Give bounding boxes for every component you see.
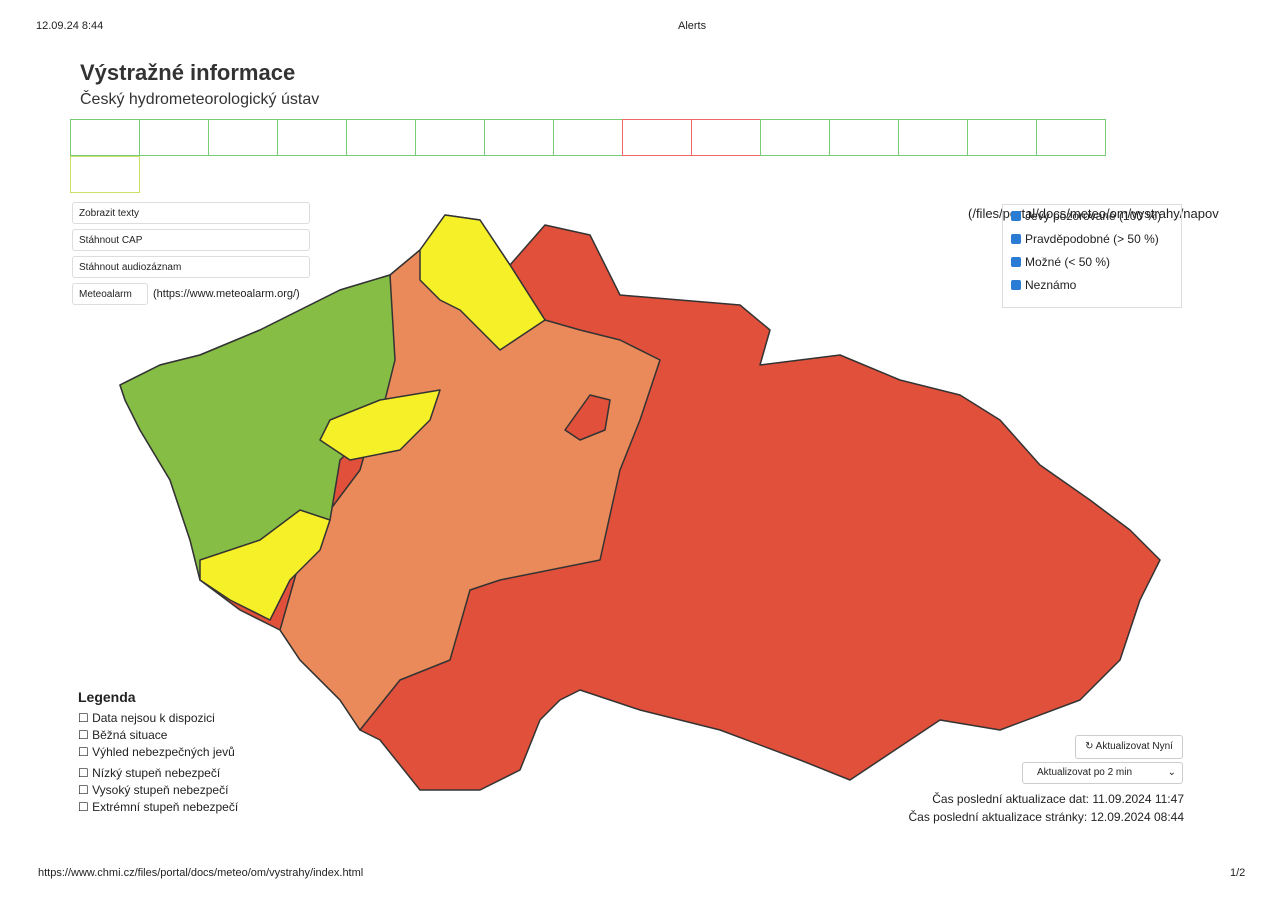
filter-panel: Jevy pozorované (100 %) Pravděpodobné (>… <box>1002 204 1182 308</box>
data-update-time: Čas poslední aktualizace dat: 11.09.2024… <box>932 792 1184 806</box>
region-yellow[interactable] <box>199 509 331 621</box>
filter-label: Jevy pozorované (100 %) <box>1025 209 1162 223</box>
button-label: Aktualizovat Nyní <box>1095 741 1173 752</box>
legend-label: Běžná situace <box>92 728 168 742</box>
print-date: 12.09.24 8:44 <box>36 20 104 32</box>
help-link[interactable]: (/files/portal/docs/meteo/om/vystrahy/na… <box>968 206 1219 221</box>
footer-url: https://www.chmi.cz/files/portal/docs/me… <box>38 867 364 879</box>
filter[interactable]: Jevy pozorované (100 %) <box>1003 205 1181 228</box>
day-box[interactable] <box>1036 119 1106 156</box>
refresh-button[interactable]: ↻ Aktualizovat Nyní <box>1075 735 1183 759</box>
filter-label: Neznámo <box>1025 278 1077 292</box>
region-yellow[interactable] <box>319 389 441 461</box>
legend-title: Legenda <box>78 689 136 705</box>
legend-item: ☐ Extrémní stupeň nebezpečí <box>78 800 239 814</box>
page-update-time: Čas poslední aktualizace stránky: 12.09.… <box>908 810 1184 824</box>
print-title: Alerts <box>678 20 707 32</box>
legend-label: Vysoký stupeň nebezpečí <box>92 783 229 797</box>
legend-item: ☐ Vysoký stupeň nebezpečí <box>78 783 229 797</box>
legend-label: Extrémní stupeň nebezpečí <box>92 800 239 814</box>
legend-item: ☐ Běžná situace <box>78 728 168 742</box>
region-green[interactable] <box>119 274 396 581</box>
meteoalarm-link[interactable]: (https://www.meteoalarm.org/) <box>153 288 300 300</box>
legend: Legenda ☐ Data nejsou k dispozici ☐ Běžn… <box>78 689 238 816</box>
button-label: Zobrazit texty <box>79 208 140 219</box>
button-label: Stáhnout CAP <box>79 235 143 246</box>
region-yellow[interactable] <box>419 214 546 351</box>
legend-item: ☐ Data nejsou k dispozici <box>78 711 215 725</box>
filter[interactable]: Pravděpodobné (> 50 %) <box>1003 228 1181 251</box>
interval-select[interactable]: Aktualizovat po 2 min ⌄ <box>1022 762 1183 784</box>
legend-label: Nízký stupeň nebezpečí <box>92 766 221 780</box>
legend-label: Výhled nebezpečných jevů <box>92 745 235 759</box>
legend-label: Data nejsou k dispozici <box>92 711 215 725</box>
legend-item: ☐ Výhled nebezpečných jevů <box>78 745 235 759</box>
filter-label: Možné (< 50 %) <box>1025 255 1111 269</box>
legend-item: ☐ Nízký stupeň nebezpečí <box>78 766 221 780</box>
button-label: Meteoalarm <box>79 289 132 300</box>
page-title: Výstražné informace <box>80 60 296 85</box>
region-red-inner[interactable] <box>564 394 611 441</box>
button-label: Stáhnout audiozáznam <box>79 262 182 273</box>
filter-label: Pravděpodobné (> 50 %) <box>1025 232 1159 246</box>
page-subtitle: Český hydrometeorologický ústav <box>80 91 320 108</box>
select-label: Aktualizovat po 2 min <box>1037 767 1133 778</box>
day-boxes <box>70 119 1112 193</box>
filter[interactable]: Možné (< 50 %) <box>1003 251 1181 274</box>
download-audio-button[interactable]: Stáhnout audiozáznam <box>72 256 310 278</box>
download-cap-button[interactable]: Stáhnout CAP <box>72 229 310 251</box>
day-box[interactable] <box>70 156 140 193</box>
show-texts-button[interactable]: Zobrazit texty <box>72 202 310 224</box>
meteoalarm-button[interactable]: Meteoalarm <box>72 283 148 305</box>
page-number: 1/2 <box>1230 867 1246 879</box>
filter[interactable]: Neznámo <box>1003 274 1181 297</box>
